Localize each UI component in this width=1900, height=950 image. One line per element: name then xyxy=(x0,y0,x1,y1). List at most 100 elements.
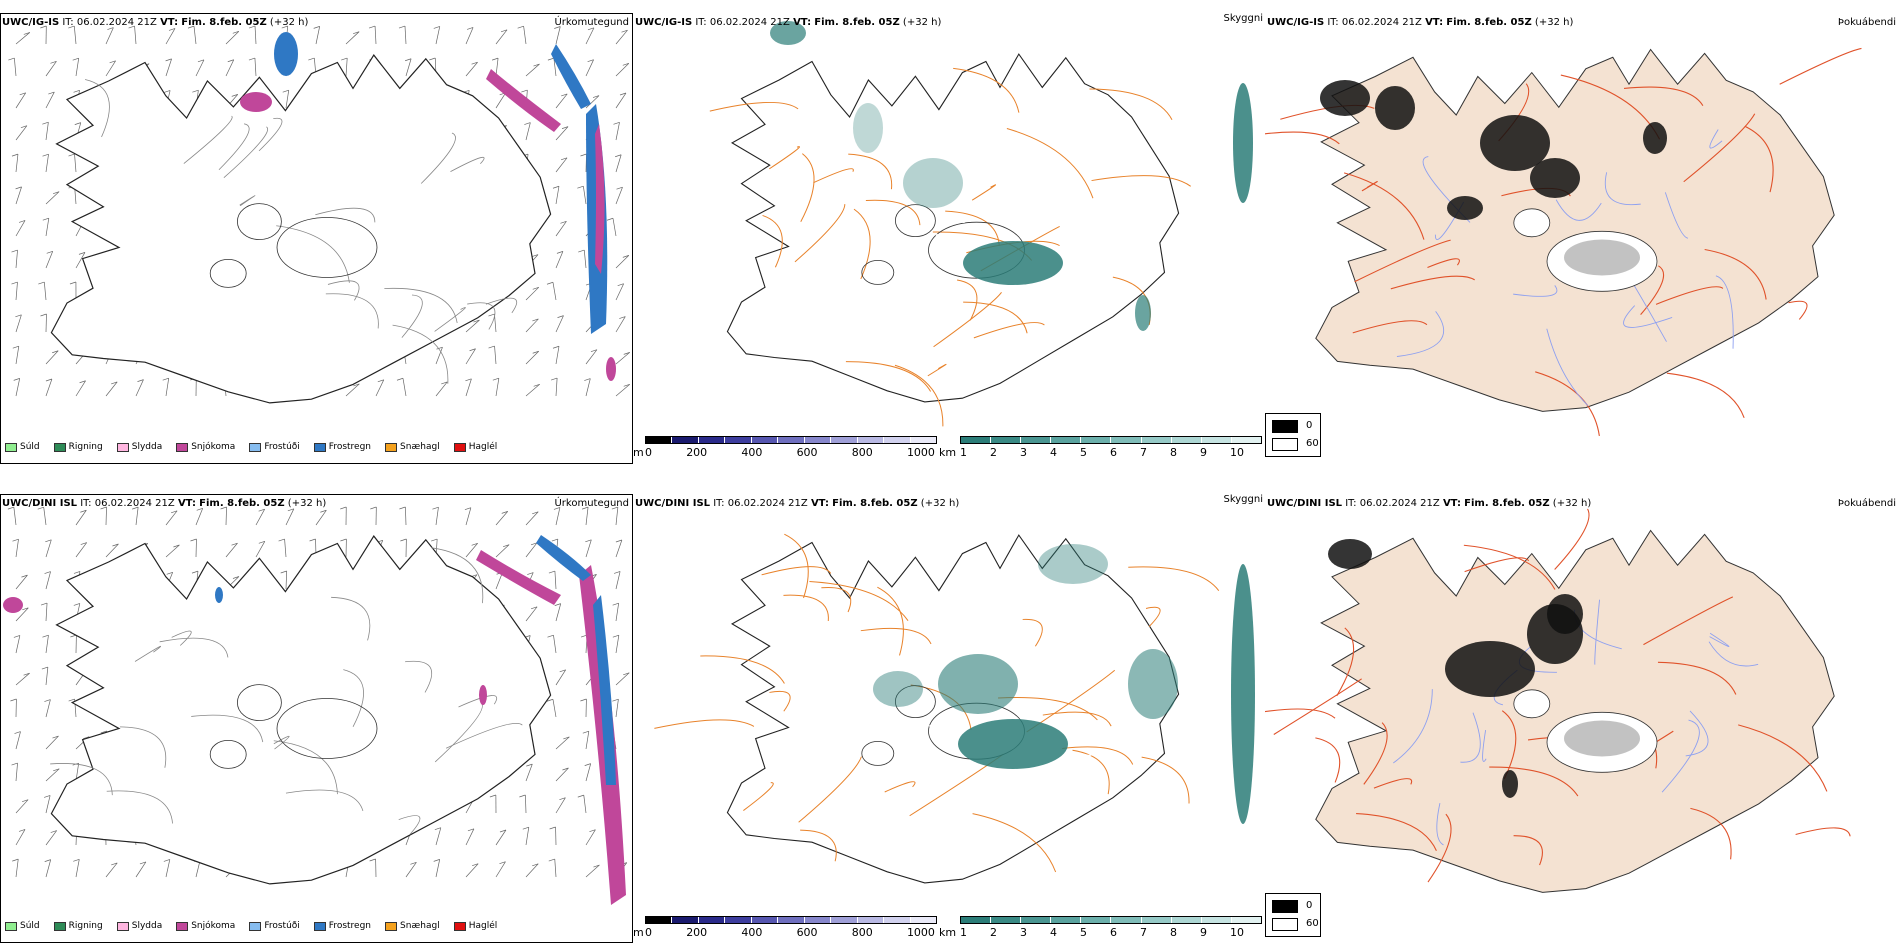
legend-swatch xyxy=(5,921,17,931)
ceiling-ticks-row1: 0 200 400 600 800 1000 xyxy=(645,446,935,459)
legend-item: Haglél xyxy=(453,921,498,931)
visibility-title-row1: Skyggni xyxy=(1223,13,1263,24)
cloud-legend-value: 60 xyxy=(1306,918,1319,929)
colorbar-tick: 200 xyxy=(686,926,708,939)
legend-label: Rigning xyxy=(68,442,103,452)
colorbar-segment xyxy=(1051,917,1082,923)
legend-swatch xyxy=(453,921,466,931)
colorbar-segment xyxy=(1231,437,1261,443)
visibility-label: 888 xyxy=(1018,676,1039,687)
legend-item: Slydda xyxy=(116,442,163,452)
precip-legend-row1: Súld Rigning Slydda Snjókoma Frostúði Frostre… xyxy=(5,442,505,452)
colorbar-segment xyxy=(961,917,992,923)
colorbar-segment xyxy=(646,917,673,923)
forecast-info-vis-row1: UWC/IG-IS IT: 06.02.2024 21Z VT: Fim. 8.… xyxy=(635,17,942,28)
colorbar-segment xyxy=(725,917,752,923)
visibility-label: 210 xyxy=(935,233,956,244)
colorbar-tick: 3 xyxy=(1020,446,1027,459)
cloud-legend-value: 0 xyxy=(1306,900,1313,911)
legend-item: Frostúði xyxy=(249,921,300,931)
colorbar-segment xyxy=(1111,917,1142,923)
legend-item: Rigning xyxy=(53,442,103,452)
legend-swatch xyxy=(176,921,189,931)
legend-label: Frostregn xyxy=(328,442,372,452)
colorbar-segment xyxy=(1171,917,1202,923)
colorbar-tick: 10 xyxy=(1230,446,1244,459)
visibility-unit-row2: km xyxy=(939,926,957,939)
legend-label: Snjókoma xyxy=(191,442,236,452)
legend-swatch xyxy=(53,921,66,931)
colorbar-tick: 800 xyxy=(851,446,873,459)
legend-swatch xyxy=(385,442,398,452)
visibility-label: 243 xyxy=(1051,691,1072,702)
colorbar-tick: 9 xyxy=(1200,926,1207,939)
precip-map-row1 xyxy=(8,25,630,404)
colorbar-segment xyxy=(857,917,885,923)
ceiling-ticks-row2: 0 200 400 600 800 1000 xyxy=(645,926,935,939)
legend-item: Frostregn xyxy=(313,442,372,452)
colorbar-segment xyxy=(698,917,726,923)
legend-item: Frostregn xyxy=(313,921,371,931)
ceiling-unit-row2: m xyxy=(633,926,644,939)
visibility-label: 255 xyxy=(1111,260,1132,271)
forecast-info-fog-row1: UWC/IG-IS IT: 06.02.2024 21Z VT: Fim. 8.… xyxy=(1267,17,1574,28)
fog-panel-row1: UWC/IG-IS IT: 06.02.2024 21Z VT: Fim. 8.… xyxy=(1265,13,1900,464)
legend-item: Snjókoma xyxy=(176,921,235,931)
colorbar-segment xyxy=(778,437,805,443)
precip-map-row2 xyxy=(3,506,630,905)
colorbar-segment xyxy=(698,437,726,443)
colorbar-tick: 200 xyxy=(686,446,708,459)
colorbar-tick: 7 xyxy=(1140,926,1147,939)
colorbar-segment xyxy=(1141,437,1172,443)
colorbar-tick: 2 xyxy=(990,446,997,459)
legend-swatch xyxy=(453,442,466,452)
colorbar-tick: 8 xyxy=(1170,926,1177,939)
colorbar-tick: 5 xyxy=(1080,926,1087,939)
legend-item: Snjókoma xyxy=(176,442,235,452)
colorbar-segment xyxy=(1021,917,1052,923)
colorbar-segment xyxy=(1141,917,1172,923)
colorbar-segment xyxy=(1081,437,1112,443)
visibility-panel-row1: 57 517 10 210 255 UWC/IG-IS IT: 06.02.2024 2… xyxy=(633,13,1265,464)
colorbar-segment xyxy=(1171,437,1202,443)
precip-title-row1: Úrkomutegund xyxy=(554,17,629,28)
colorbar-segment xyxy=(672,437,699,443)
legend-swatch xyxy=(53,442,66,452)
colorbar-tick: 4 xyxy=(1050,926,1057,939)
visibility-panel-row2: 852 888 56 243 95 375 81 UWC/DINI ISL IT: 06.0… xyxy=(633,494,1265,943)
forecast-info-row2: UWC/DINI ISL IT: 06.02.2024 21Z VT: Fim.… xyxy=(2,498,327,509)
cloud-legend-swatch xyxy=(1272,438,1298,451)
legend-label: Haglél xyxy=(468,921,498,931)
colorbar-segment xyxy=(857,437,885,443)
legend-item: Slydda xyxy=(116,921,162,931)
fog-map-row1 xyxy=(1265,47,1862,436)
cloud-legend-swatch xyxy=(1272,420,1298,433)
visibility-label: 57 xyxy=(945,133,959,144)
legend-label: Frostúði xyxy=(264,921,300,931)
colorbar-segment xyxy=(646,437,673,443)
colorbar-segment xyxy=(778,917,805,923)
colorbar-segment xyxy=(725,437,752,443)
legend-label: Snjókoma xyxy=(191,921,236,931)
visibility-colorbar-row1 xyxy=(960,436,1262,444)
cloud-legend-value: 60 xyxy=(1306,438,1319,449)
cloud-legend-value: 0 xyxy=(1306,420,1313,431)
visibility-unit-row1: km xyxy=(939,446,957,459)
legend-label: Frostúði xyxy=(264,442,300,452)
fog-panel-row2: UWC/DINI ISL IT: 06.02.2024 21Z VT: Fim.… xyxy=(1265,494,1900,943)
colorbar-tick: 0 xyxy=(645,926,652,939)
legend-item: Súld xyxy=(5,921,40,931)
colorbar-segment xyxy=(1231,917,1261,923)
legend-item: Rigning xyxy=(53,921,103,931)
cloud-legend-row2: 0 60 xyxy=(1265,893,1321,937)
legend-label: Rigning xyxy=(68,921,103,931)
colorbar-tick: 400 xyxy=(741,926,763,939)
legend-label: Snæhagl xyxy=(400,921,440,931)
visibility-title-row2: Skyggni xyxy=(1223,494,1263,505)
legend-label: Slydda xyxy=(131,442,163,452)
legend-label: Súld xyxy=(20,921,40,931)
legend-swatch xyxy=(176,442,189,452)
visibility-label: 852 xyxy=(1075,596,1096,607)
colorbar-segment xyxy=(1111,437,1142,443)
ceiling-unit-row1: m xyxy=(633,446,644,459)
